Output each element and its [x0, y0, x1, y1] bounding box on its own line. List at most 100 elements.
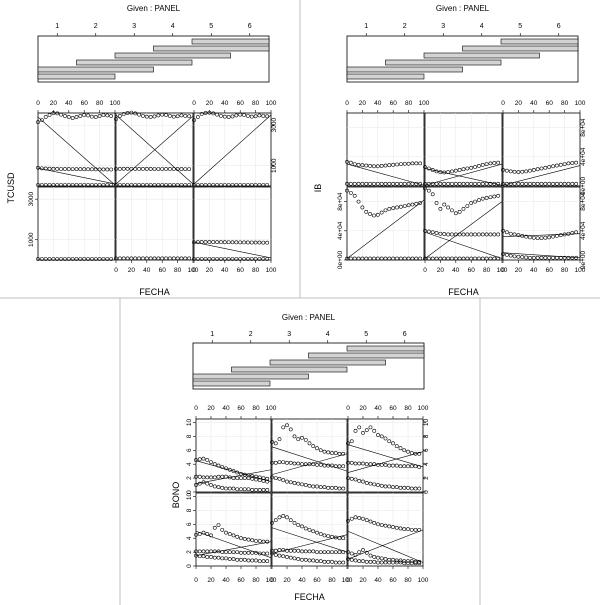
data-point — [315, 550, 319, 554]
data-point — [239, 557, 243, 562]
data-point — [257, 183, 262, 187]
x-tick-label: 40 — [222, 577, 230, 584]
data-point — [539, 255, 544, 260]
data-point — [318, 462, 323, 467]
data-point — [409, 527, 414, 532]
data-point — [528, 181, 532, 186]
data-point — [457, 181, 462, 186]
data-point — [315, 446, 319, 451]
data-point — [253, 240, 258, 245]
data-point — [234, 240, 239, 245]
data-point — [346, 550, 350, 554]
data-point — [562, 255, 567, 260]
x-tick-label: 20 — [206, 267, 214, 274]
data-point — [372, 462, 377, 467]
data-point — [261, 240, 266, 245]
data-point — [246, 473, 251, 478]
data-point — [265, 551, 270, 556]
data-point — [547, 165, 552, 169]
data-point — [531, 181, 536, 186]
data-point — [230, 240, 235, 245]
data-point — [117, 183, 122, 187]
data-point — [398, 162, 403, 167]
data-point — [504, 230, 509, 235]
data-point — [242, 183, 246, 187]
data-point — [307, 441, 312, 446]
data-point — [326, 463, 331, 468]
data-point — [360, 256, 365, 261]
data-point — [292, 481, 297, 485]
scatter-panel-3: 0 20 40 60 80 100 0 2 4 6 8 10 — [346, 405, 430, 494]
data-point — [273, 441, 278, 446]
data-point — [254, 550, 258, 555]
data-point — [450, 208, 454, 213]
data-point — [152, 256, 157, 261]
data-point — [476, 198, 481, 203]
data-point — [426, 181, 431, 186]
data-point — [574, 160, 579, 165]
x-tick-label: 100 — [188, 267, 199, 274]
data-point — [250, 558, 255, 563]
data-point — [566, 255, 571, 260]
data-point — [224, 530, 228, 535]
data-point — [303, 437, 308, 442]
x-tick-label: 20 — [515, 100, 523, 107]
data-point — [285, 555, 289, 559]
data-point — [257, 478, 262, 483]
data-point — [97, 183, 102, 187]
data-point — [273, 552, 278, 557]
x-tick-label: 0 — [270, 577, 274, 584]
data-point — [307, 483, 312, 488]
data-point — [438, 170, 443, 175]
data-point — [105, 113, 110, 118]
data-point — [246, 537, 251, 542]
data-point — [465, 166, 470, 171]
data-point — [492, 232, 497, 237]
x-tick-label: 80 — [483, 267, 491, 274]
data-point — [364, 481, 369, 485]
data-point — [197, 549, 202, 554]
data-point — [93, 257, 98, 261]
data-point — [288, 555, 293, 560]
data-point — [250, 538, 255, 543]
data-point — [43, 183, 48, 187]
x-tick-label: 0 — [114, 267, 118, 274]
data-point — [457, 256, 462, 261]
data-point — [379, 556, 384, 561]
x-tick-label: 40 — [221, 267, 229, 274]
y-tick-label: 10 — [186, 492, 193, 500]
x-tick-label: 60 — [237, 267, 245, 274]
data-point — [480, 196, 485, 201]
scatter-panel-4: 1000 3000 — [28, 186, 116, 261]
data-point — [547, 255, 552, 260]
data-point — [383, 560, 388, 565]
given-interval-bar — [37, 66, 154, 73]
given-interval-bar — [462, 45, 579, 52]
data-point — [379, 181, 384, 186]
scatter-panel-2 — [270, 418, 348, 493]
data-point — [197, 481, 202, 486]
x-tick-label: 40 — [530, 267, 538, 274]
data-point — [484, 196, 489, 200]
data-point — [285, 515, 289, 520]
data-point — [288, 480, 293, 485]
x-tick-label: 40 — [374, 577, 382, 584]
data-point — [368, 462, 373, 467]
data-point — [171, 256, 176, 261]
data-point — [183, 183, 188, 187]
data-point — [156, 113, 161, 118]
data-point — [426, 256, 431, 261]
data-point — [211, 183, 216, 187]
data-point — [346, 460, 350, 465]
panel-frame — [424, 186, 503, 261]
data-point — [394, 463, 399, 468]
data-point — [469, 232, 474, 237]
y-tick-label: 1000 — [28, 232, 35, 247]
data-point — [383, 523, 388, 528]
x-tick-label: 80 — [404, 577, 412, 584]
y-tick-label: 6 — [423, 448, 430, 452]
data-point — [330, 451, 334, 455]
data-point — [273, 548, 278, 553]
